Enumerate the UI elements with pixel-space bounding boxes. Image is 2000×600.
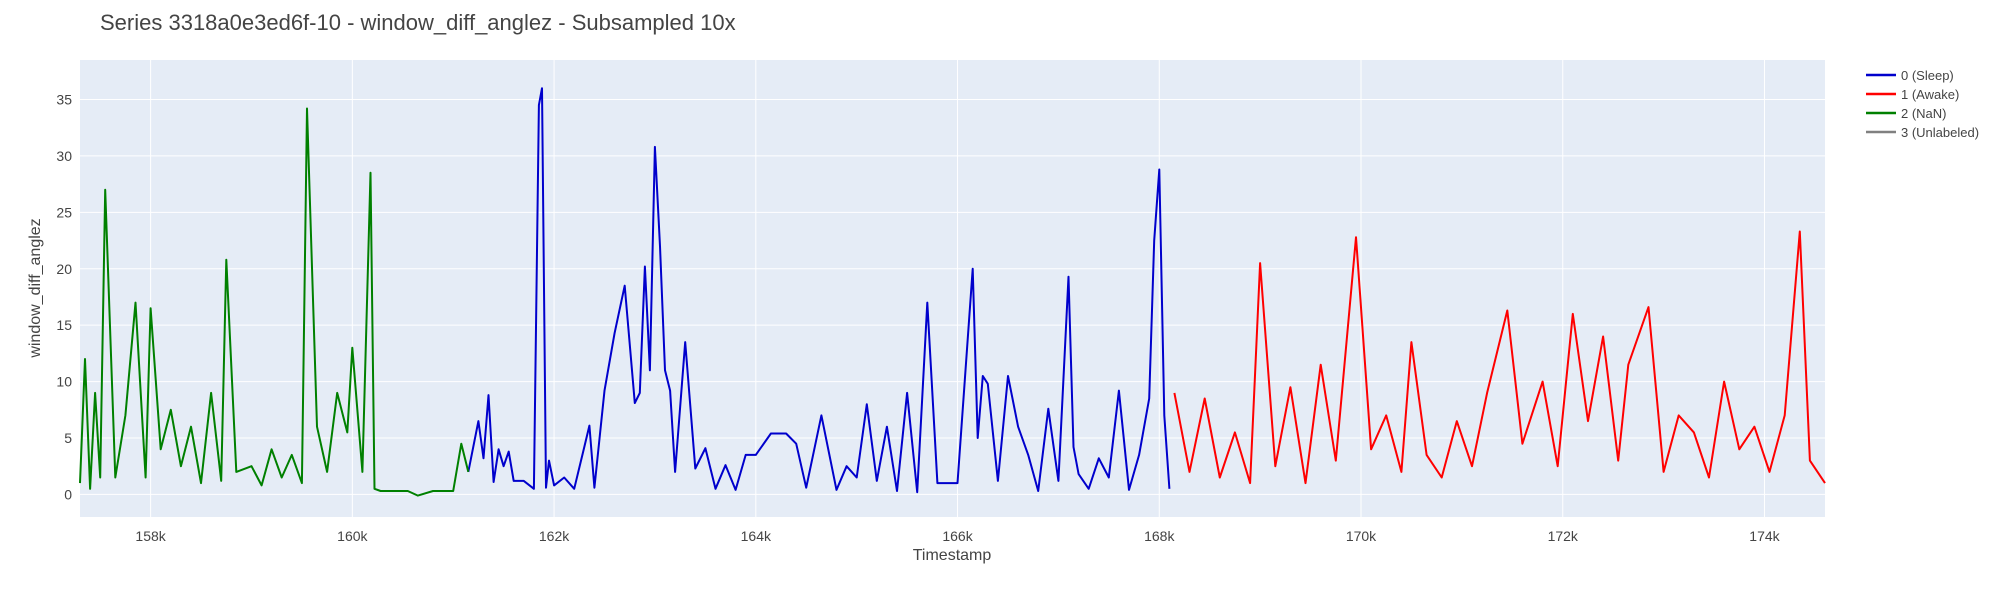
y-tick-label: 15 [56, 317, 72, 333]
series-line-0 [467, 87, 1171, 494]
y-tick-label: 25 [56, 204, 72, 220]
grid [80, 60, 1825, 517]
x-tick-label: 166k [942, 528, 973, 544]
y-tick-label: 0 [64, 486, 72, 502]
legend-item-0[interactable]: 0 (Sleep) [1866, 68, 1954, 83]
y-axis-ticks: 0 5 10 15 20 25 30 35 [56, 91, 72, 502]
legend[interactable]: 0 (Sleep) 1 (Awake) 2 (NaN) 3 (Unlabeled) [1866, 68, 1979, 140]
x-tick-label: 164k [741, 528, 772, 544]
x-tick-label: 160k [337, 528, 368, 544]
x-axis-ticks: 158k 160k 162k 164k 166k 168k 170k 172k 174k [135, 528, 1780, 544]
legend-label: 0 (Sleep) [1901, 68, 1954, 83]
plot-area [80, 60, 1825, 517]
legend-label: 2 (NaN) [1901, 106, 1947, 121]
chart-title: Series 3318a0e3ed6f-10 - window_diff_ang… [100, 10, 736, 35]
x-tick-label: 158k [135, 528, 166, 544]
y-tick-label: 30 [56, 148, 72, 164]
x-tick-label: 170k [1346, 528, 1377, 544]
y-tick-label: 5 [64, 430, 72, 446]
series-line-2 [79, 107, 470, 497]
y-tick-label: 20 [56, 261, 72, 277]
legend-item-3[interactable]: 3 (Unlabeled) [1866, 125, 1979, 140]
y-axis-title: window_diff_anglez [27, 218, 44, 358]
x-tick-label: 162k [539, 528, 570, 544]
legend-label: 1 (Awake) [1901, 87, 1959, 102]
legend-item-2[interactable]: 2 (NaN) [1866, 106, 1947, 121]
y-tick-label: 35 [56, 91, 72, 107]
series-line-1 [1173, 230, 1826, 485]
series-lines [79, 87, 1826, 497]
x-axis-title: Timestamp [913, 547, 992, 564]
legend-item-1[interactable]: 1 (Awake) [1866, 87, 1959, 102]
x-tick-label: 168k [1144, 528, 1175, 544]
x-tick-label: 174k [1749, 528, 1780, 544]
y-tick-label: 10 [56, 374, 72, 390]
legend-label: 3 (Unlabeled) [1901, 125, 1979, 140]
x-tick-label: 172k [1548, 528, 1579, 544]
